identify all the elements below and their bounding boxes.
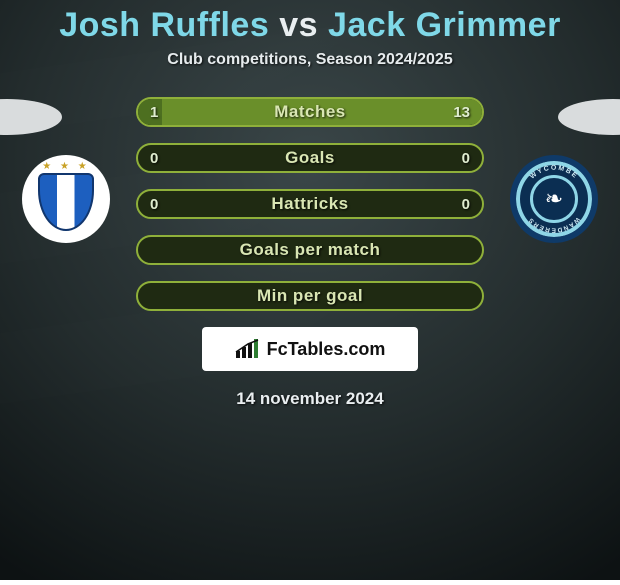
stat-row: Min per goal: [136, 281, 484, 311]
svg-text:WANDERERS: WANDERERS: [527, 216, 581, 234]
stat-label: Goals: [138, 145, 482, 171]
stat-label: Goals per match: [138, 237, 482, 263]
stat-label: Hattricks: [138, 191, 482, 217]
comparison-area: ★ ★ ★ ❧ WYCOMBE WANDERERS: [0, 97, 620, 311]
subtitle: Club competitions, Season 2024/2025: [0, 51, 620, 69]
stat-value-left: 0: [138, 145, 170, 171]
stat-label: Matches: [138, 99, 482, 125]
stat-value-right: [458, 237, 482, 263]
stat-row: Goals0 0: [136, 143, 484, 173]
stat-value-right: [458, 283, 482, 309]
stat-value-left: 1: [138, 99, 170, 125]
stat-row: Hattricks0 0: [136, 189, 484, 219]
stat-value-right: 0: [450, 191, 482, 217]
player-b-name: Jack Grimmer: [328, 6, 561, 44]
stat-value-left: [138, 237, 162, 263]
wycombe-crest-icon: ❧ WYCOMBE WANDERERS: [510, 155, 598, 243]
left-oval: [0, 99, 62, 135]
stat-value-right: 13: [441, 99, 482, 125]
player-a-name: Josh Ruffles: [59, 6, 269, 44]
club-badge-left: ★ ★ ★: [22, 155, 110, 243]
huddersfield-crest-icon: ★ ★ ★: [30, 163, 102, 235]
stat-value-right: 0: [450, 145, 482, 171]
brand-box: FcTables.com: [202, 327, 418, 371]
right-oval: [558, 99, 620, 135]
svg-text:WYCOMBE: WYCOMBE: [529, 165, 579, 181]
infographic: Josh Ruffles vs Jack Grimmer Club compet…: [0, 0, 620, 580]
fctables-logo-icon: [235, 339, 261, 359]
wycombe-ring-text-icon: WYCOMBE WANDERERS: [516, 161, 592, 237]
date: 14 november 2024: [0, 389, 620, 409]
stats-list: Matches113Goals00Hattricks00Goals per ma…: [136, 97, 484, 311]
page-title: Josh Ruffles vs Jack Grimmer: [0, 6, 620, 45]
brand-text: FcTables.com: [267, 339, 386, 360]
stat-row: Matches1 13: [136, 97, 484, 127]
stat-label: Min per goal: [138, 283, 482, 309]
stat-value-left: 0: [138, 191, 170, 217]
stat-row: Goals per match: [136, 235, 484, 265]
club-badge-right: ❧ WYCOMBE WANDERERS: [510, 155, 598, 243]
vs-word: vs: [279, 6, 318, 44]
stat-value-left: [138, 283, 162, 309]
